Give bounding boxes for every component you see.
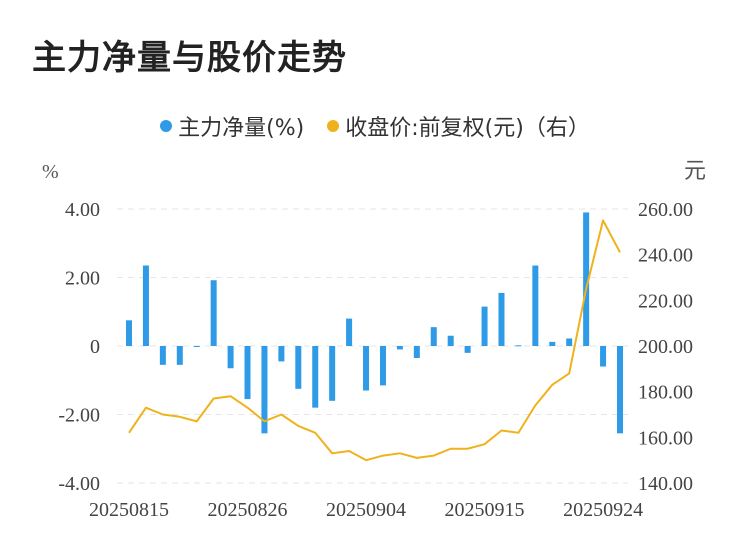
bar (515, 345, 522, 347)
x-tick-label: 20250915 (445, 499, 525, 521)
legend-marker-line (327, 120, 340, 132)
bar (413, 346, 420, 358)
bar (176, 346, 183, 365)
bar (481, 306, 488, 346)
bar (126, 320, 132, 346)
left-tick-label: 0 (90, 336, 100, 358)
bar (430, 327, 437, 346)
bar (244, 346, 251, 400)
right-tick-label: 240.00 (638, 245, 693, 267)
legend: 主力净量(%) 收盘价:前复权(元)（右） (0, 110, 750, 142)
right-tick-label: 260.00 (638, 199, 693, 221)
legend-item-net-volume[interactable]: 主力净量(%) (160, 110, 304, 142)
bar (210, 280, 217, 346)
legend-label-close-price: 收盘价:前复权(元)（右） (345, 116, 590, 141)
right-tick-label: 160.00 (638, 427, 693, 449)
bar (363, 346, 370, 391)
bar (532, 265, 539, 346)
left-tick-label: -4.00 (58, 473, 100, 495)
bar (549, 341, 556, 346)
legend-item-close-price[interactable]: 收盘价:前复权(元)（右） (327, 110, 590, 142)
left-tick-label: 2.00 (65, 268, 100, 290)
right-tick-label: 200.00 (638, 336, 693, 358)
x-tick-label: 20250924 (563, 499, 643, 521)
bar (295, 346, 302, 389)
bar (193, 346, 200, 347)
bar (261, 346, 268, 434)
bar (464, 346, 471, 353)
bar (346, 318, 353, 346)
x-tick-label: 20250904 (326, 499, 406, 521)
bar (617, 346, 623, 434)
bar (566, 338, 573, 346)
bar (600, 346, 607, 367)
bar (329, 346, 336, 401)
bar (159, 346, 166, 365)
bar (379, 346, 386, 386)
bar (312, 346, 319, 408)
bar (278, 346, 285, 362)
bar (447, 335, 454, 346)
x-tick-label: 20250815 (89, 499, 169, 521)
right-tick-label: 140.00 (638, 473, 693, 495)
bar (396, 346, 403, 350)
left-tick-label: 4.00 (65, 199, 100, 221)
right-tick-label: 180.00 (638, 382, 693, 404)
bar (583, 212, 590, 346)
bar (498, 292, 505, 346)
chart-title: 主力净量与股价走势 (32, 38, 347, 78)
legend-marker-bar (160, 120, 173, 132)
left-axis-unit: % (42, 161, 59, 183)
legend-label-net-volume: 主力净量(%) (178, 116, 305, 141)
price-line (128, 219, 621, 462)
right-axis-unit: 元 (684, 159, 706, 184)
left-tick-label: -2.00 (58, 405, 100, 427)
bar (227, 346, 234, 369)
bar (142, 265, 149, 346)
x-tick-label: 20250826 (208, 499, 288, 521)
right-tick-label: 220.00 (638, 290, 693, 312)
